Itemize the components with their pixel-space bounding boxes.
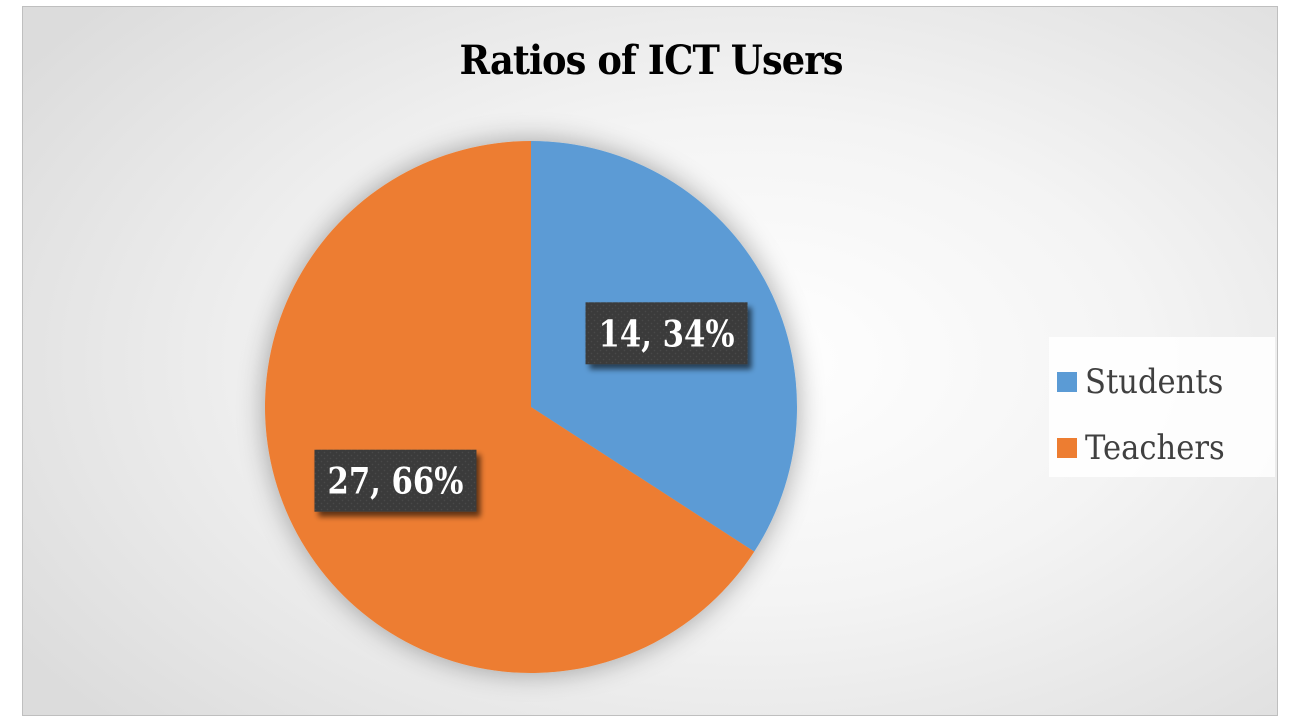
chart-area: Ratios of ICT Users 14, 34% 27, 66% [22, 6, 1278, 716]
pie-slice-teachers [265, 141, 755, 673]
data-label-text-students: 14, 34% [599, 313, 735, 355]
legend-label-students: Students [1085, 362, 1224, 402]
legend-item-students: Students [1057, 349, 1275, 415]
legend-swatch-students [1057, 372, 1077, 392]
legend-label-teachers: Teachers [1085, 428, 1225, 468]
pie-chart: 14, 34% 27, 66% [265, 141, 797, 673]
legend-item-teachers: Teachers [1057, 415, 1275, 481]
chart-title: Ratios of ICT Users [459, 37, 843, 84]
legend-swatch-teachers [1057, 438, 1077, 458]
data-label-text-teachers: 27, 66% [327, 461, 463, 503]
data-label-students: 14, 34% [585, 302, 748, 365]
data-label-teachers: 27, 66% [314, 449, 477, 512]
legend: Students Teachers [1049, 337, 1275, 477]
